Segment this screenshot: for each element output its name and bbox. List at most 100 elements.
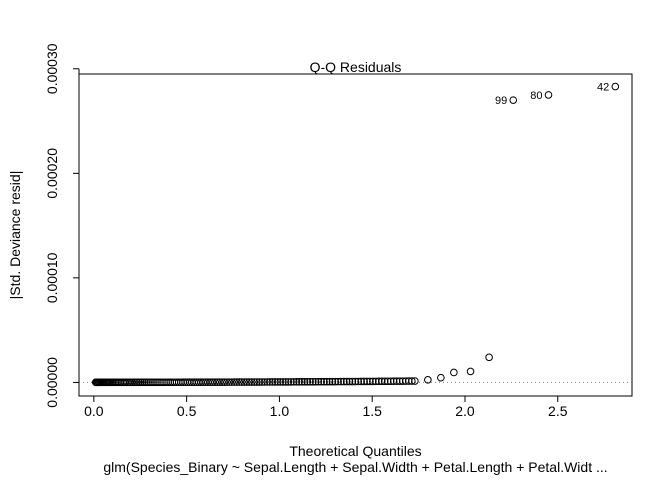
qq-point (232, 378, 241, 386)
qq-point (253, 378, 261, 386)
qq-point (345, 377, 354, 386)
chart-title: Q-Q Residuals (310, 59, 402, 75)
qq-point (437, 373, 445, 382)
y-tick-label: 0.00020 (44, 148, 60, 199)
y-tick-label: 0.00030 (44, 43, 60, 94)
qq-point (142, 378, 151, 387)
qq-point (300, 378, 309, 386)
qq-point (411, 377, 419, 385)
qq-point (383, 377, 392, 386)
qq-point (466, 367, 475, 376)
qq-point (320, 377, 328, 386)
qq-point (279, 378, 287, 386)
qq-point (218, 378, 226, 386)
qq-point (337, 377, 345, 386)
qq-point (148, 378, 156, 387)
qq-point (348, 377, 357, 386)
qq-point (325, 377, 334, 386)
qq-point (342, 377, 351, 386)
qq-point (255, 378, 264, 386)
qq-point (152, 378, 160, 387)
qq-point (208, 378, 217, 386)
qq-point (334, 377, 342, 386)
x-tick-label: 1.0 (270, 403, 290, 419)
qq-point (322, 377, 331, 386)
qq-point (398, 377, 407, 385)
qq-point (309, 377, 317, 386)
qq-point (273, 378, 282, 386)
qq-point (377, 377, 386, 386)
point-labels: 99 80 42 (495, 82, 609, 108)
qq-point (266, 378, 274, 386)
qq-point (298, 378, 306, 386)
qq-point (144, 378, 152, 387)
qq-point (386, 377, 395, 386)
qq-point (328, 377, 337, 386)
qq-point (369, 377, 377, 386)
x-axis-label: Theoretical Quantiles (289, 443, 421, 459)
qq-point (146, 378, 154, 387)
qq-point (408, 377, 416, 385)
qq-point (268, 378, 277, 386)
qq-point (263, 378, 272, 386)
qq-point (213, 378, 222, 386)
x-tick-label: 1.5 (362, 403, 382, 419)
qq-point (292, 378, 301, 386)
qq-point (509, 96, 518, 104)
qq-point (237, 378, 246, 386)
qq-point (154, 378, 162, 387)
qq-point (360, 377, 368, 386)
qq-point (250, 378, 259, 386)
point-label: 42 (597, 82, 609, 94)
y-tick-label: 0.00010 (44, 252, 60, 303)
qq-point (389, 377, 398, 386)
qq-point (314, 377, 323, 386)
qq-point (392, 377, 401, 386)
qq-point (450, 368, 458, 377)
qq-point (331, 377, 340, 386)
qq-point (354, 377, 363, 386)
qq-point (245, 378, 254, 386)
qq-point (363, 377, 371, 386)
qq-point (284, 378, 293, 386)
qq-point (276, 378, 285, 386)
qq-point (289, 378, 298, 386)
qq-point (380, 377, 389, 386)
qq-point (240, 378, 249, 386)
qq-point (372, 377, 380, 386)
qq-point (404, 377, 413, 385)
qq-point (211, 378, 219, 386)
point-label: 99 (495, 95, 507, 107)
x-tick-label: 2.0 (455, 403, 475, 419)
x-axis: 0.0 0.5 1.0 1.5 2.0 2.5 (84, 395, 568, 419)
qq-point (311, 377, 320, 386)
qq-point (258, 378, 266, 386)
qq-point (303, 378, 312, 386)
qq-point (351, 377, 360, 386)
qq-point (340, 377, 348, 386)
x-tick-label: 2.5 (548, 403, 568, 419)
y-axis-label: |Std. Deviance resid| (7, 171, 23, 300)
qq-point (230, 378, 239, 386)
qq-point (306, 377, 314, 386)
qq-point (287, 378, 295, 386)
qq-point (366, 377, 374, 386)
qq-point (485, 353, 493, 362)
qq-point (281, 378, 290, 386)
qq-point (215, 378, 224, 386)
qq-point (235, 378, 244, 386)
y-tick-label: 0.00000 (44, 357, 60, 408)
plot-frame (78, 73, 633, 397)
qq-point (223, 378, 231, 386)
qq-point (271, 378, 279, 386)
qq-point (247, 378, 256, 386)
qq-point (374, 377, 383, 386)
qq-point (424, 375, 432, 384)
qq-point (611, 82, 620, 91)
model-formula-subtitle: glm(Species_Binary ~ Sepal.Length + Sepa… (103, 459, 607, 475)
qq-point (150, 378, 158, 387)
qq-point (225, 378, 234, 386)
qq-point (220, 378, 229, 386)
qq-point (295, 378, 303, 386)
